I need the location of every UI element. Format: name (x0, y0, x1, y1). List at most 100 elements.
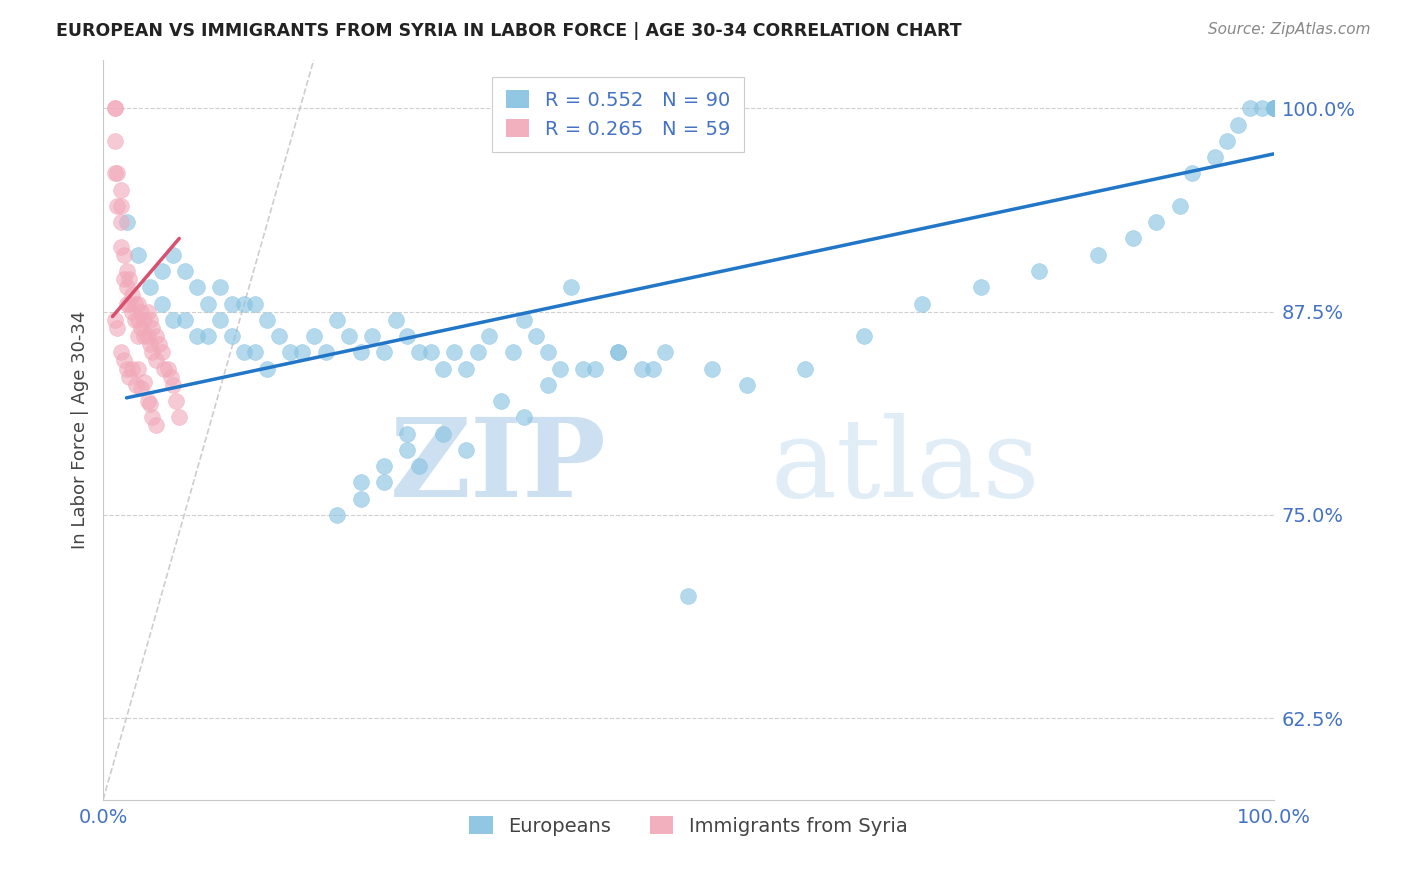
Point (221, 296, 243, 310)
Point (118, 272, 141, 286)
Point (121, 361, 143, 376)
Point (572, 361, 595, 376)
Point (139, 397, 162, 411)
Point (396, 426, 419, 441)
Point (132, 329, 155, 343)
Point (139, 313, 162, 327)
Point (654, 345, 676, 359)
Point (162, 313, 184, 327)
Point (104, 166, 127, 180)
Point (315, 345, 337, 359)
Point (148, 337, 170, 351)
Point (112, 353, 135, 368)
Point (150, 296, 173, 310)
Point (1263, 102, 1285, 116)
Point (548, 361, 571, 376)
Point (302, 329, 325, 343)
Point (232, 345, 254, 359)
Point (373, 475, 395, 490)
Point (186, 329, 208, 343)
Point (197, 329, 219, 343)
Point (1181, 166, 1204, 180)
Point (110, 215, 132, 229)
Point (408, 459, 430, 474)
Point (139, 337, 162, 351)
Point (630, 361, 652, 376)
Point (150, 345, 173, 359)
Point (396, 442, 419, 457)
Point (349, 491, 371, 506)
Point (112, 272, 135, 286)
Point (537, 377, 560, 392)
Point (121, 288, 143, 302)
Point (127, 361, 149, 376)
Y-axis label: In Labor Force | Age 30-34: In Labor Force | Age 30-34 (72, 310, 89, 549)
Point (104, 102, 127, 116)
Point (141, 345, 163, 359)
Point (454, 361, 477, 376)
Point (794, 361, 817, 376)
Point (419, 345, 441, 359)
Point (267, 329, 290, 343)
Text: EUROPEAN VS IMMIGRANTS FROM SYRIA IN LABOR FORCE | AGE 30-34 CORRELATION CHART: EUROPEAN VS IMMIGRANTS FROM SYRIA IN LAB… (56, 22, 962, 40)
Point (852, 329, 875, 343)
Legend: Europeans, Immigrants from Syria: Europeans, Immigrants from Syria (460, 806, 917, 846)
Point (105, 321, 128, 335)
Point (1204, 150, 1226, 164)
Point (583, 361, 606, 376)
Point (221, 329, 243, 343)
Point (112, 248, 135, 262)
Point (349, 345, 371, 359)
Point (174, 313, 197, 327)
Point (513, 410, 536, 425)
Point (1250, 102, 1272, 116)
Point (127, 248, 149, 262)
Point (443, 345, 465, 359)
Point (700, 361, 723, 376)
Point (110, 345, 132, 359)
Point (110, 183, 132, 197)
Point (110, 239, 132, 253)
Point (162, 248, 184, 262)
Point (118, 296, 141, 310)
Point (245, 345, 267, 359)
Point (1087, 248, 1109, 262)
Point (145, 353, 167, 368)
Point (432, 426, 454, 441)
Point (384, 313, 406, 327)
Point (174, 264, 197, 278)
Point (136, 329, 159, 343)
Point (373, 459, 395, 474)
Point (104, 102, 127, 116)
Text: atlas: atlas (770, 413, 1040, 520)
Point (1239, 102, 1261, 116)
Point (432, 361, 454, 376)
Point (129, 321, 152, 335)
Point (911, 296, 934, 310)
Point (136, 394, 159, 409)
Point (125, 377, 148, 392)
Point (145, 418, 167, 433)
Point (1227, 118, 1250, 132)
Point (115, 296, 138, 310)
Point (373, 345, 395, 359)
Point (129, 304, 152, 318)
Point (105, 166, 128, 180)
Point (489, 394, 512, 409)
Point (735, 377, 758, 392)
Point (167, 410, 190, 425)
Point (139, 280, 162, 294)
Point (160, 369, 183, 384)
Point (104, 134, 127, 148)
Point (186, 280, 208, 294)
Point (124, 296, 146, 310)
Point (643, 361, 665, 376)
Point (145, 329, 167, 343)
Point (467, 345, 489, 359)
Point (1263, 102, 1285, 116)
Point (349, 475, 371, 490)
Point (115, 280, 138, 294)
Point (970, 280, 993, 294)
Point (607, 345, 630, 359)
Point (607, 345, 630, 359)
